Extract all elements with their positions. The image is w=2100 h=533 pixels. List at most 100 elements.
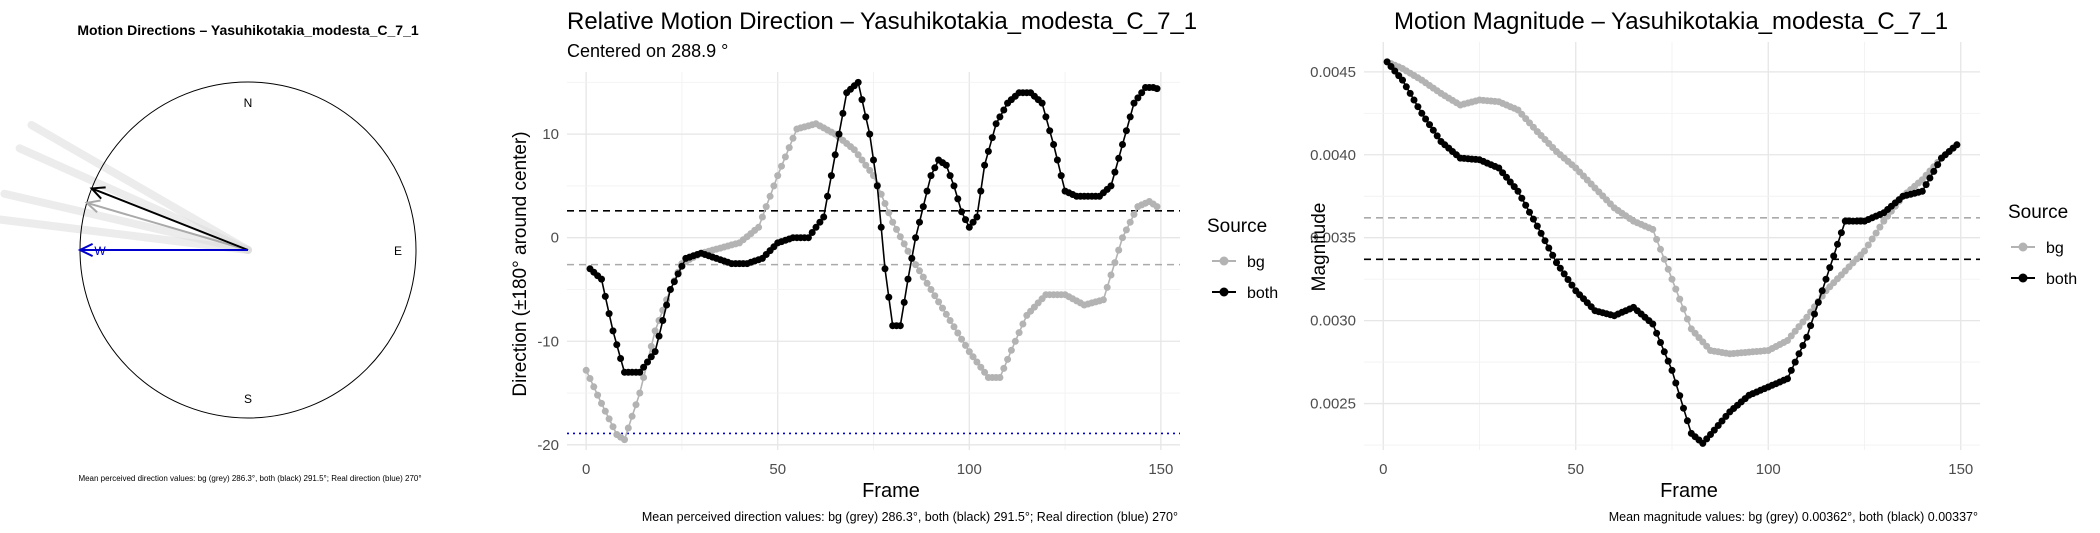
magnitude-point-both <box>1668 366 1676 374</box>
direction-point-bg <box>624 424 632 432</box>
direction-point-bg <box>919 273 927 281</box>
direction-point-both <box>1046 127 1054 135</box>
magnitude-xlabel: Frame <box>1660 480 1718 502</box>
direction-point-both <box>950 182 958 190</box>
magnitude-point-both <box>1499 169 1507 177</box>
direction-point-both <box>919 203 927 211</box>
compass-arrows <box>77 186 249 257</box>
magnitude-point-bg <box>1799 318 1807 326</box>
direction-point-both <box>1130 99 1138 107</box>
direction-legend-bg-marker <box>1219 256 1229 266</box>
direction-point-both <box>923 187 931 195</box>
direction-point-bg <box>1000 364 1008 372</box>
direction-point-bg <box>904 247 912 255</box>
direction-point-both <box>877 223 885 231</box>
direction-point-both <box>912 234 920 242</box>
magnitude-point-both <box>1818 287 1826 295</box>
direction-point-both <box>927 172 935 180</box>
direction-point-bg <box>636 389 644 397</box>
compass-fan-ray <box>0 215 252 254</box>
compass-fan-ray <box>15 144 252 254</box>
magnitude-legend-bg-marker <box>2018 242 2028 252</box>
direction-ytick-label: -20 <box>537 437 559 454</box>
direction-point-both <box>820 213 828 221</box>
magnitude-ylabel: Magnitude <box>1309 203 1330 292</box>
direction-point-bg <box>582 366 590 374</box>
direction-point-both <box>670 278 678 286</box>
magnitude-point-both <box>1822 275 1830 283</box>
magnitude-point-bg <box>1680 305 1687 313</box>
direction-title: Relative Motion Direction – Yasuhikotaki… <box>567 8 1197 35</box>
direction-point-bg <box>885 209 893 217</box>
direction-point-both <box>613 341 621 349</box>
magnitude-point-both <box>1710 426 1718 434</box>
direction-xlabel: Frame <box>862 480 920 502</box>
direction-point-bg <box>973 358 981 366</box>
direction-point-bg <box>969 353 977 361</box>
compass-fan-ray <box>27 121 252 254</box>
magnitude-legend-both-label: both <box>2046 271 2077 288</box>
magnitude-point-bg <box>1791 327 1799 335</box>
direction-point-both <box>647 353 655 361</box>
magnitude-point-both <box>1787 366 1795 374</box>
direction-point-both <box>992 120 1000 128</box>
direction-point-both <box>808 229 816 236</box>
direction-point-bg <box>1103 283 1111 291</box>
magnitude-point-both <box>1837 229 1845 237</box>
direction-point-bg <box>609 423 617 431</box>
magnitude-point-both <box>1653 329 1661 337</box>
direction-point-bg <box>1099 296 1107 304</box>
compass-label-e: E <box>394 244 402 258</box>
magnitude-point-both <box>1795 350 1803 358</box>
direction-point-bg <box>586 375 594 382</box>
direction-point-bg <box>1004 355 1012 363</box>
magnitude-point-both <box>1429 126 1437 134</box>
direction-point-both <box>858 96 866 104</box>
magnitude-panel: Motion Magnitude – Yasuhikotakia_modesta… <box>1309 8 2077 524</box>
direction-point-bg <box>1107 271 1115 279</box>
direction-point-both <box>617 355 625 362</box>
magnitude-point-bg <box>1683 315 1691 323</box>
direction-xtick-label: 0 <box>582 461 590 478</box>
magnitude-point-bg <box>1784 337 1791 344</box>
direction-point-bg <box>912 261 920 269</box>
magnitude-point-both <box>1433 132 1441 140</box>
magnitude-ytick-label: 0.0030 <box>1310 313 1356 330</box>
direction-point-bg <box>647 342 655 350</box>
direction-point-bg <box>1011 337 1019 345</box>
direction-point-both <box>946 172 954 180</box>
magnitude-plot-area: 0 50 100 150 0.0025 0.0030 0.0035 0.0040 0.0045 <box>1310 42 1980 478</box>
direction-point-both <box>831 151 839 159</box>
magnitude-point-both <box>1807 322 1815 330</box>
magnitude-point-both <box>1526 208 1533 216</box>
direction-point-bg <box>1130 210 1138 218</box>
direction-point-both <box>873 182 881 190</box>
direction-point-bg <box>1015 329 1023 337</box>
magnitude-point-bg <box>1795 323 1803 331</box>
direction-point-both <box>1038 99 1046 107</box>
direction-point-bg <box>942 310 950 318</box>
direction-point-both <box>636 368 644 376</box>
magnitude-point-both <box>1391 67 1399 75</box>
magnitude-point-bg <box>1668 275 1676 283</box>
direction-point-both <box>674 270 682 278</box>
direction-xtick-label: 50 <box>769 461 786 478</box>
magnitude-point-both <box>1529 215 1537 223</box>
direction-point-both <box>827 172 835 180</box>
direction-point-both <box>962 216 969 224</box>
direction-point-bg <box>785 144 793 152</box>
direction-point-both <box>678 262 686 270</box>
direction-point-both <box>1122 127 1130 135</box>
direction-point-bg <box>939 304 946 312</box>
direction-point-both <box>1050 141 1058 148</box>
magnitude-point-both <box>1814 298 1822 306</box>
magnitude-point-both <box>1660 348 1668 356</box>
direction-point-both <box>900 298 908 306</box>
direction-point-bg <box>590 383 598 391</box>
direction-point-bg <box>858 156 866 164</box>
direction-legend-both-label: both <box>1247 285 1278 302</box>
direction-point-both <box>870 156 877 164</box>
magnitude-point-bg <box>1868 235 1876 243</box>
direction-point-bg <box>1115 246 1123 254</box>
magnitude-point-both <box>1803 333 1811 341</box>
